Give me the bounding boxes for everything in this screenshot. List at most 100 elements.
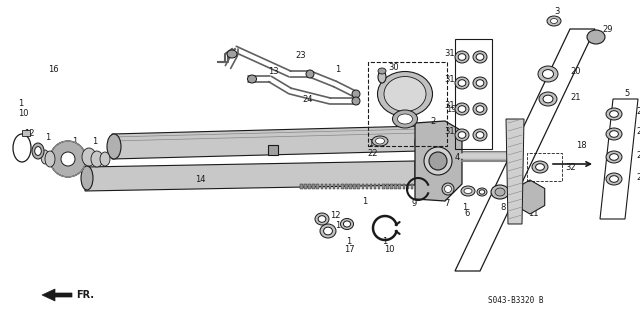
Ellipse shape xyxy=(315,213,329,225)
Ellipse shape xyxy=(32,143,44,159)
Text: 1: 1 xyxy=(362,197,367,205)
Text: 1: 1 xyxy=(368,139,373,149)
Bar xyxy=(308,184,310,189)
Ellipse shape xyxy=(107,134,121,159)
Ellipse shape xyxy=(61,152,75,166)
Bar xyxy=(353,184,356,189)
Text: 1: 1 xyxy=(382,236,387,246)
Bar xyxy=(333,184,335,189)
Text: 3: 3 xyxy=(554,6,559,16)
Ellipse shape xyxy=(491,185,509,199)
Ellipse shape xyxy=(610,176,618,182)
Ellipse shape xyxy=(476,106,484,112)
Ellipse shape xyxy=(442,183,454,195)
Bar xyxy=(365,184,368,189)
Bar xyxy=(394,184,397,189)
Ellipse shape xyxy=(13,134,31,162)
Ellipse shape xyxy=(100,152,110,166)
Text: 13: 13 xyxy=(268,66,278,76)
Ellipse shape xyxy=(344,221,351,227)
Ellipse shape xyxy=(372,136,388,146)
Text: 23: 23 xyxy=(295,51,306,61)
Bar xyxy=(374,184,376,189)
Bar xyxy=(329,184,332,189)
Bar xyxy=(268,145,278,155)
Text: 18: 18 xyxy=(576,140,587,150)
Text: 21: 21 xyxy=(570,93,580,101)
Bar xyxy=(337,184,339,189)
Text: 20: 20 xyxy=(570,66,580,76)
Ellipse shape xyxy=(543,95,553,103)
Ellipse shape xyxy=(479,190,484,194)
Text: 26: 26 xyxy=(636,127,640,136)
Ellipse shape xyxy=(445,186,451,192)
Polygon shape xyxy=(85,161,415,191)
Bar xyxy=(22,130,30,136)
Bar xyxy=(362,184,364,189)
Ellipse shape xyxy=(538,66,558,82)
Bar xyxy=(370,184,372,189)
Ellipse shape xyxy=(476,132,484,138)
Ellipse shape xyxy=(610,154,618,160)
Text: 8: 8 xyxy=(500,203,506,211)
Ellipse shape xyxy=(461,186,475,196)
Bar xyxy=(406,184,409,189)
Text: 22: 22 xyxy=(367,150,378,159)
Ellipse shape xyxy=(543,70,554,78)
Ellipse shape xyxy=(82,148,96,166)
Ellipse shape xyxy=(550,19,557,24)
Text: 31: 31 xyxy=(444,49,454,58)
Ellipse shape xyxy=(458,106,466,112)
Text: 5: 5 xyxy=(624,88,629,98)
Text: 12: 12 xyxy=(330,211,340,220)
Ellipse shape xyxy=(495,188,505,196)
Ellipse shape xyxy=(610,131,618,137)
Ellipse shape xyxy=(539,92,557,106)
Ellipse shape xyxy=(587,30,605,44)
Polygon shape xyxy=(600,99,638,219)
Ellipse shape xyxy=(476,54,484,60)
Ellipse shape xyxy=(473,103,487,115)
Ellipse shape xyxy=(320,224,336,238)
Text: 1: 1 xyxy=(72,137,77,145)
Ellipse shape xyxy=(248,75,257,83)
Bar xyxy=(398,184,401,189)
Ellipse shape xyxy=(547,16,561,26)
Ellipse shape xyxy=(606,128,622,140)
Text: 7: 7 xyxy=(444,198,449,207)
Text: 29: 29 xyxy=(602,25,612,33)
Text: 17: 17 xyxy=(344,244,355,254)
Polygon shape xyxy=(112,126,420,159)
Ellipse shape xyxy=(473,77,487,89)
Ellipse shape xyxy=(45,151,55,167)
Text: 10: 10 xyxy=(384,244,394,254)
Ellipse shape xyxy=(458,54,466,60)
Ellipse shape xyxy=(424,147,452,175)
Ellipse shape xyxy=(41,150,49,164)
Ellipse shape xyxy=(392,110,417,128)
Text: 11: 11 xyxy=(528,209,538,218)
Ellipse shape xyxy=(415,130,429,155)
Ellipse shape xyxy=(606,173,622,185)
Polygon shape xyxy=(506,119,524,224)
Bar xyxy=(304,184,307,189)
Bar xyxy=(357,184,360,189)
Text: S043-B3320 B: S043-B3320 B xyxy=(488,296,543,305)
Bar xyxy=(390,184,393,189)
Bar xyxy=(378,184,380,189)
Ellipse shape xyxy=(455,51,469,63)
Text: 19: 19 xyxy=(446,105,456,114)
Ellipse shape xyxy=(536,164,545,170)
Polygon shape xyxy=(515,180,545,214)
Ellipse shape xyxy=(91,151,103,167)
Bar xyxy=(341,184,344,189)
Ellipse shape xyxy=(376,138,385,144)
Text: 10: 10 xyxy=(18,109,29,118)
Bar xyxy=(300,184,303,189)
Ellipse shape xyxy=(306,70,314,78)
Text: 12: 12 xyxy=(24,130,35,138)
Bar xyxy=(403,184,405,189)
Bar xyxy=(312,184,315,189)
Bar xyxy=(316,184,319,189)
Ellipse shape xyxy=(50,141,86,177)
